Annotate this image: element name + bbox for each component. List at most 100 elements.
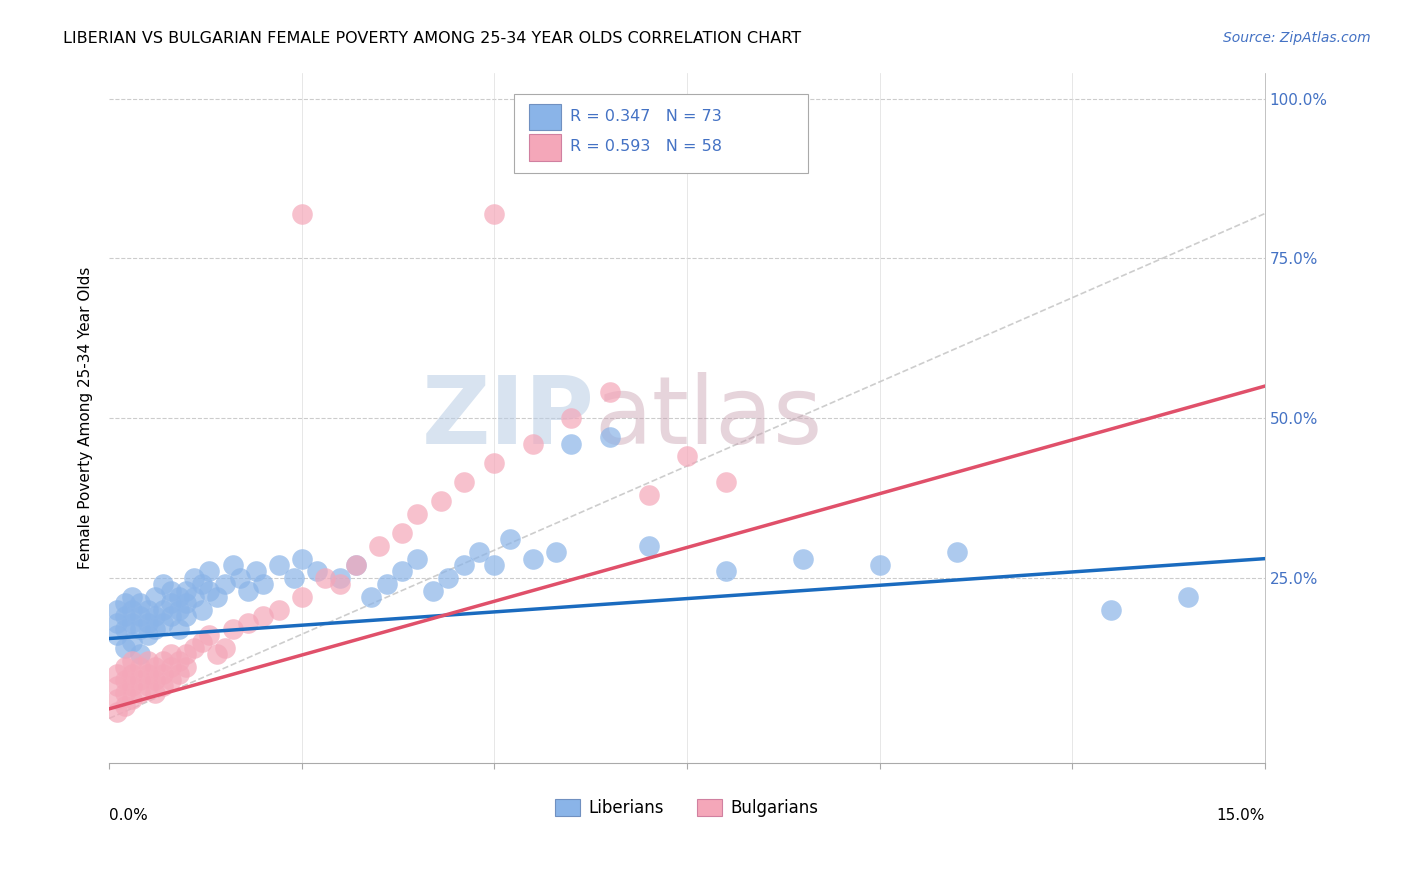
Text: Source: ZipAtlas.com: Source: ZipAtlas.com xyxy=(1223,31,1371,45)
Point xyxy=(1099,603,1122,617)
Point xyxy=(121,615,143,630)
Point xyxy=(522,436,544,450)
Point xyxy=(283,571,305,585)
Point xyxy=(307,565,329,579)
Point xyxy=(136,603,159,617)
Point xyxy=(637,488,659,502)
Point xyxy=(129,609,152,624)
Point xyxy=(453,558,475,572)
Point xyxy=(160,609,183,624)
Point xyxy=(236,615,259,630)
Text: R = 0.347   N = 73: R = 0.347 N = 73 xyxy=(571,109,723,124)
Point xyxy=(121,654,143,668)
Point xyxy=(167,654,190,668)
Point xyxy=(198,583,221,598)
Point xyxy=(152,680,174,694)
Point xyxy=(160,583,183,598)
Point xyxy=(314,571,336,585)
Point xyxy=(183,641,205,656)
Point xyxy=(160,673,183,687)
Point xyxy=(129,648,152,662)
Point xyxy=(145,686,167,700)
Point xyxy=(329,571,352,585)
Point xyxy=(136,654,159,668)
Point xyxy=(105,628,128,642)
Point xyxy=(129,622,152,636)
Text: atlas: atlas xyxy=(595,372,823,464)
Point xyxy=(136,680,159,694)
Point xyxy=(329,577,352,591)
Point xyxy=(221,558,243,572)
Point xyxy=(391,565,413,579)
Point xyxy=(252,577,274,591)
Point xyxy=(198,565,221,579)
Point xyxy=(121,590,143,604)
Point xyxy=(121,692,143,706)
Point xyxy=(792,551,814,566)
Point xyxy=(453,475,475,489)
Point xyxy=(560,411,582,425)
Point xyxy=(114,660,136,674)
Text: LIBERIAN VS BULGARIAN FEMALE POVERTY AMONG 25-34 YEAR OLDS CORRELATION CHART: LIBERIAN VS BULGARIAN FEMALE POVERTY AMO… xyxy=(63,31,801,46)
Point xyxy=(291,551,314,566)
Point xyxy=(114,609,136,624)
Point xyxy=(145,660,167,674)
Point xyxy=(252,609,274,624)
Point xyxy=(105,705,128,719)
Point xyxy=(190,634,212,648)
Point xyxy=(136,615,159,630)
Point xyxy=(437,571,460,585)
Point xyxy=(714,475,737,489)
Point xyxy=(136,628,159,642)
Point xyxy=(167,603,190,617)
Point xyxy=(221,622,243,636)
Point xyxy=(676,450,699,464)
Text: 0.0%: 0.0% xyxy=(110,808,148,823)
Point xyxy=(145,590,167,604)
Point xyxy=(637,539,659,553)
Point xyxy=(245,565,267,579)
Point xyxy=(190,603,212,617)
Point xyxy=(105,692,128,706)
Point xyxy=(484,558,506,572)
Point xyxy=(129,686,152,700)
Point xyxy=(167,590,190,604)
Point xyxy=(174,609,197,624)
Point xyxy=(145,673,167,687)
Point xyxy=(367,539,389,553)
Point xyxy=(714,565,737,579)
Point xyxy=(160,660,183,674)
Point xyxy=(114,698,136,713)
Point xyxy=(229,571,252,585)
Point xyxy=(105,666,128,681)
Point xyxy=(869,558,891,572)
Point xyxy=(105,615,128,630)
FancyBboxPatch shape xyxy=(529,135,561,161)
Point xyxy=(599,385,621,400)
Point xyxy=(599,430,621,444)
Point xyxy=(560,436,582,450)
Point xyxy=(1177,590,1199,604)
Point xyxy=(267,603,290,617)
Point xyxy=(198,628,221,642)
Point xyxy=(114,673,136,687)
Point xyxy=(121,680,143,694)
Point xyxy=(205,648,228,662)
Point xyxy=(174,660,197,674)
Point xyxy=(152,666,174,681)
Point xyxy=(174,596,197,610)
Point xyxy=(121,634,143,648)
Point xyxy=(105,680,128,694)
Legend: Liberians, Bulgarians: Liberians, Bulgarians xyxy=(548,792,825,824)
Point xyxy=(174,583,197,598)
Point xyxy=(167,622,190,636)
Point xyxy=(105,603,128,617)
Text: ZIP: ZIP xyxy=(422,372,595,464)
Point xyxy=(183,571,205,585)
Point xyxy=(484,456,506,470)
Point xyxy=(267,558,290,572)
Point xyxy=(422,583,444,598)
Point xyxy=(183,590,205,604)
Point xyxy=(546,545,568,559)
Point xyxy=(291,590,314,604)
